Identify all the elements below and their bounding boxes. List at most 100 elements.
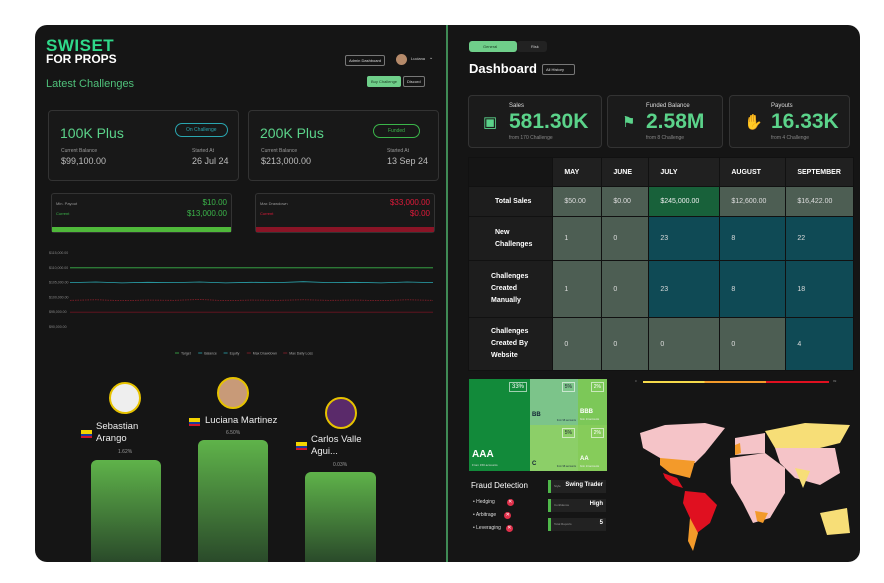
table-row: New Challenges 1 0 23 8 22: [467, 216, 855, 261]
map-mexico: [663, 473, 683, 488]
cell: 1: [552, 216, 603, 261]
cell: 4: [785, 317, 855, 371]
drawdown-current: $0.00: [409, 209, 430, 218]
money-icon: ▣: [483, 114, 498, 131]
cell: 0: [601, 260, 650, 318]
min-payout-card: Min. Payout $10.00 Current $13,000.00: [51, 193, 232, 233]
map-legend-min: 0: [635, 379, 637, 383]
legend-item[interactable]: Max Drawdown: [253, 351, 277, 355]
series-line-max-drawdown: [69, 299, 434, 302]
user-avatar[interactable]: [396, 54, 407, 65]
field-key: Confidence: [554, 503, 570, 507]
logo-top: SWISET: [46, 36, 115, 55]
payout-progress-bar: [52, 227, 231, 232]
column-header: JUNE: [601, 157, 650, 187]
stat-card-payouts: ✋ Payouts 16.33K from 4 Challenge: [729, 95, 850, 148]
history-filter-select[interactable]: All History: [542, 64, 576, 75]
stat-card-sales: ▣ Sales 581.30K from 170 Challenge: [468, 95, 602, 148]
y-tick-label: $95,000.00: [49, 310, 67, 314]
legend-item[interactable]: Max Daily Loss: [289, 351, 313, 355]
stat-label: Funded Balance: [646, 103, 690, 109]
page-title: Dashboard: [469, 61, 537, 76]
map-legend-max: 99: [833, 379, 837, 383]
fraud-item-label: Hedging: [476, 499, 495, 505]
admin-dashboard-button[interactable]: Admin Dashboard: [345, 55, 386, 66]
cell: 22: [785, 216, 855, 261]
drawdown-label: Max Drawdown: [260, 201, 288, 206]
cell: 0: [601, 216, 650, 261]
cell-sub: from 14 accounts: [580, 465, 600, 468]
fraud-field: Confidence High: [548, 499, 606, 512]
fraud-item-label: Leveraging: [476, 525, 501, 531]
leader-pct: 0.03%: [333, 462, 348, 468]
leader-name: Carlos Valle Agui...: [311, 434, 362, 457]
fraud-item: • Leveraging ✕: [473, 525, 513, 532]
row-header: New Challenges: [467, 216, 554, 261]
map-australia: [820, 508, 850, 535]
tab-general[interactable]: General: [469, 41, 517, 52]
legend-item[interactable]: Equity: [230, 351, 240, 355]
y-tick-label: $105,000.00: [49, 281, 69, 285]
chevron-down-icon[interactable]: ⌄: [429, 55, 434, 61]
legend-item[interactable]: Balance: [204, 351, 217, 355]
fraud-item: • Hedging ✕: [473, 499, 514, 506]
map-brazil: [683, 491, 717, 533]
cell: 8: [719, 260, 787, 318]
x-icon: ✕: [504, 512, 512, 519]
leader-name: Sebastian Arango: [96, 421, 139, 444]
legend-item[interactable]: Target: [181, 351, 191, 355]
y-tick-label: $115,000.00: [49, 251, 68, 255]
discord-button[interactable]: Discord: [403, 76, 425, 87]
cell-pct: 5%: [561, 428, 575, 438]
started-value: 13 Sep 24: [387, 156, 429, 166]
started-label: Started At: [192, 148, 214, 154]
column-header: SEPTEMBER: [785, 157, 855, 187]
started-value: 26 Jul 24: [192, 156, 229, 166]
payout-label: Min. Payout: [56, 201, 78, 206]
section-title: Latest Challenges: [46, 78, 135, 90]
tab-risk[interactable]: Risk: [517, 41, 547, 52]
cell-label: C: [532, 461, 537, 467]
hand-coin-icon: ✋: [744, 114, 763, 131]
avatar: [217, 377, 249, 409]
challenge-card[interactable]: 200K Plus Funded Current Balance $213,00…: [248, 110, 439, 181]
status-badge: Funded: [373, 124, 420, 138]
cell: 8: [719, 216, 787, 261]
logo-bottom: FOR PROPS: [46, 52, 117, 66]
row-header: Challenges Created By Website: [467, 317, 554, 371]
map-usa: [660, 458, 695, 478]
fraud-item: • Arbitrage ✕: [473, 512, 512, 519]
cell: 0: [552, 317, 603, 371]
map-argentina: [688, 518, 698, 551]
user-name[interactable]: Luciana: [411, 56, 426, 61]
field-value: High: [589, 501, 603, 507]
treemap-cell-c: 5% C from 98 accounts: [530, 425, 578, 471]
table-corner: [467, 157, 554, 187]
map-india: [795, 468, 810, 488]
cell-label: AA: [580, 456, 589, 462]
cell: 18: [785, 260, 855, 318]
leader-bar: [91, 460, 161, 562]
flag-icon: [189, 418, 200, 426]
treemap-cell-bbb: 2% BBB from 14 accounts: [578, 379, 607, 425]
leader-bar: [198, 440, 268, 562]
balance-line-chart: $115,000.00 $110,000.00 $105,000.00 $100,00…: [49, 251, 434, 355]
cell-pct: 5%: [561, 382, 575, 392]
treemap-cell-aaa: 33% AAA From 150 accounts: [469, 379, 530, 471]
buy-challenge-button[interactable]: Buy Challenge: [367, 76, 402, 87]
map-south-africa: [755, 511, 768, 523]
cell: 1: [552, 260, 603, 318]
app-frame: SWISET FOR PROPS Admin Dashboard Luciana…: [35, 25, 860, 562]
column-header: JULY: [648, 157, 721, 187]
cell: $245,000.00: [648, 186, 721, 217]
balance-label: Current Balance: [61, 148, 98, 154]
stat-card-funded: ⚑ Funded Balance 2.58M from 8 Challenge: [607, 95, 723, 148]
challenge-card[interactable]: 100K Plus On Challenge Current Balance $…: [48, 110, 239, 181]
cell: 23: [648, 216, 721, 261]
cell: 23: [648, 260, 721, 318]
monthly-table: MAY JUNE JULY AUGUST SEPTEMBER Total Sal…: [467, 157, 855, 371]
started-label: Started At: [387, 148, 409, 154]
x-icon: ✕: [505, 525, 513, 532]
leader-pct: 6.50%: [226, 430, 241, 436]
treemap-cell-bb: 5% BB from 98 accounts: [530, 379, 578, 425]
